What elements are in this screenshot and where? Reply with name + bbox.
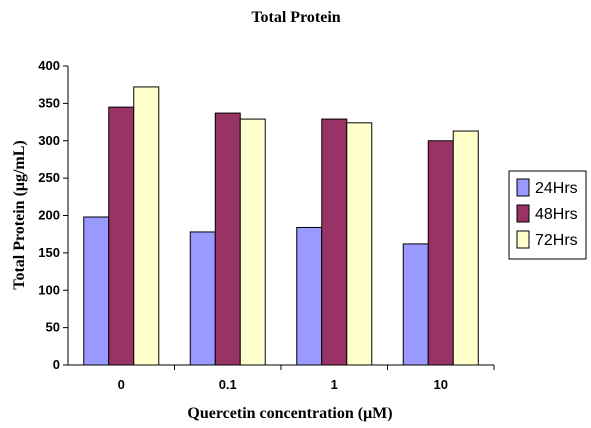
y-tick-label: 150 — [38, 245, 60, 260]
bar — [108, 106, 135, 366]
bar — [83, 216, 110, 366]
legend: 24Hrs 48Hrs 72Hrs — [508, 170, 587, 260]
x-tick-label: 0 — [118, 377, 125, 392]
bar — [214, 112, 241, 366]
x-tick-label: 0.1 — [219, 377, 237, 392]
y-tick-label: 200 — [38, 208, 60, 223]
bar — [346, 122, 373, 366]
y-tick-label: 350 — [38, 95, 60, 110]
legend-label: 24Hrs — [535, 180, 578, 197]
legend-swatch — [516, 230, 530, 249]
legend-label: 72Hrs — [535, 232, 578, 249]
bar — [239, 118, 266, 366]
y-tick-label: 400 — [38, 58, 60, 73]
y-axis-title: Total Protein (μg/mL) — [11, 140, 28, 290]
bar — [189, 231, 216, 366]
y-tick-label: 250 — [38, 170, 60, 185]
x-tick-label: 1 — [331, 377, 338, 392]
y-tick-label: 0 — [53, 357, 60, 372]
bar — [402, 243, 429, 366]
bar — [321, 118, 348, 366]
x-axis-title: Quercetin concentration (μM) — [187, 405, 392, 422]
legend-label: 48Hrs — [535, 206, 578, 223]
bar — [296, 226, 323, 366]
y-tick-label: 300 — [38, 133, 60, 148]
chart-title: Total Protein — [251, 9, 340, 26]
y-tick-label: 50 — [46, 320, 60, 335]
x-tick-label: 10 — [434, 377, 448, 392]
bar — [133, 86, 160, 366]
bar — [452, 130, 479, 366]
legend-swatch — [516, 178, 530, 197]
bar — [427, 140, 454, 366]
legend-swatch — [516, 204, 530, 223]
y-tick-label: 100 — [38, 282, 60, 297]
plot-area: 0 50 100 150 200 250 300 350 400 0 0.1 1 10 — [38, 58, 495, 392]
